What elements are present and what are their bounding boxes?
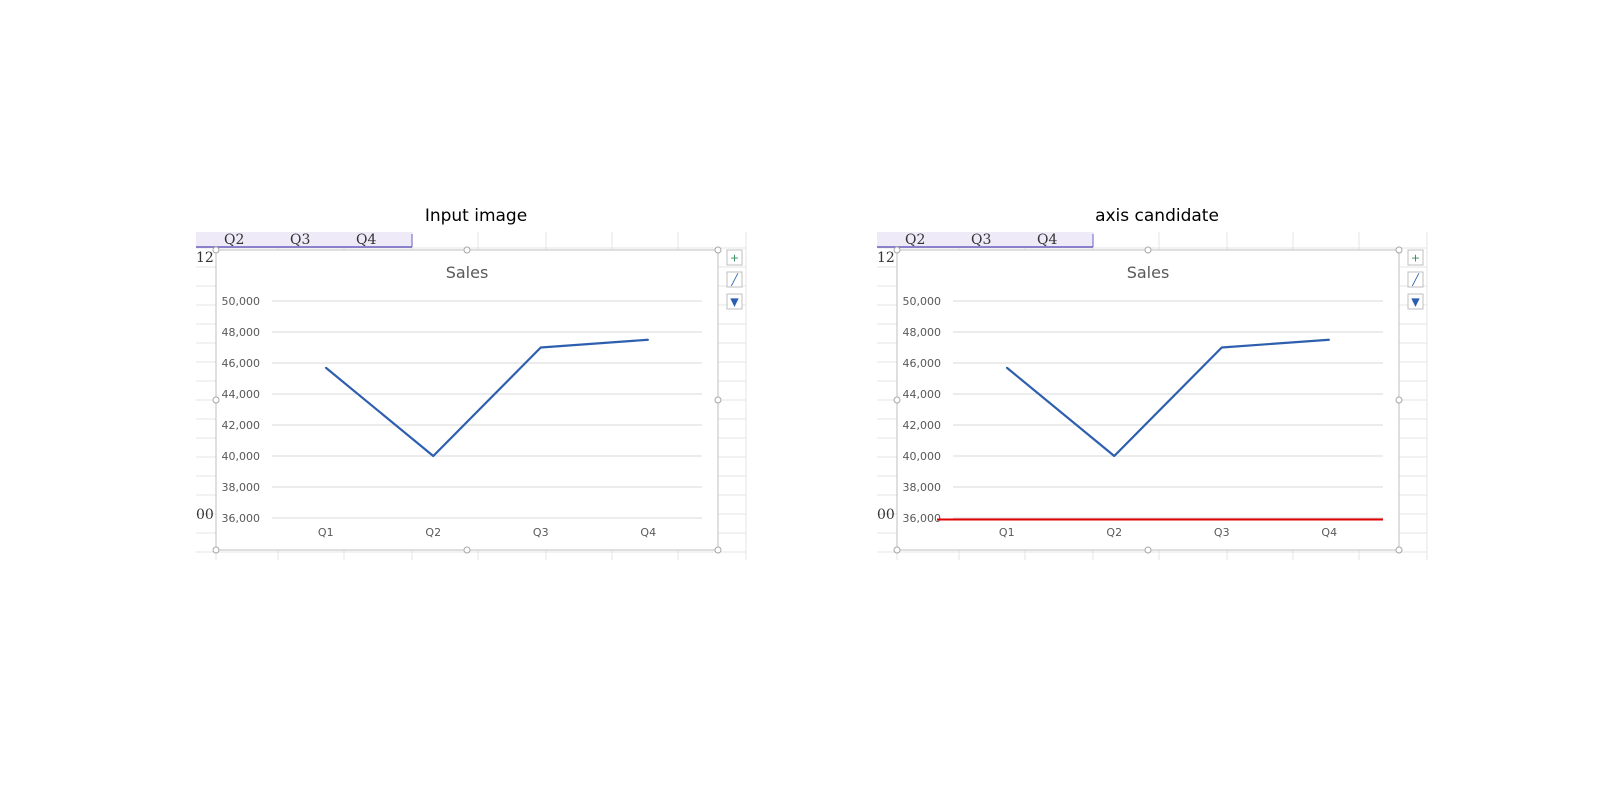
add-chart-element-icon-glyph: + (1411, 252, 1420, 265)
x-tick-label: Q2 (425, 526, 441, 539)
chart-filter-icon-glyph: ▼ (730, 296, 739, 309)
chart-styles-icon[interactable]: ╱ (1407, 271, 1424, 288)
y-tick-label: 40,000 (903, 450, 942, 463)
chart-filter-icon[interactable]: ▼ (1407, 293, 1424, 310)
row-label: 12 (877, 250, 895, 266)
chart-area (896, 249, 1400, 551)
y-tick-label: 48,000 (222, 326, 261, 339)
resize-handle (1144, 246, 1152, 254)
data-point (1113, 455, 1116, 457)
resize-handle (212, 246, 220, 254)
chart-button-frame (1407, 271, 1424, 288)
panel-input-image: Input image Q2 Q3 Q4 12 00 + ╱ ▼ Sales 36,000 38,0… (196, 200, 756, 580)
chart-svg: Q2 Q3 Q4 12 00 + ╱ ▼ Sales 36,000 38,000 40,000 42,0… (196, 232, 747, 560)
spreadsheet-screenshot: Q2 Q3 Q4 12 00 + ╱ ▼ Sales 36,000 38,000 40,000 42,0… (877, 230, 1437, 570)
y-tick-label: 36,000 (222, 512, 261, 525)
resize-handle (893, 246, 901, 254)
add-chart-element-icon[interactable]: + (1407, 249, 1424, 266)
resize-handle (463, 246, 471, 254)
chart-button-frame (726, 293, 743, 310)
row-label: 00 (196, 507, 214, 523)
panel-title: Input image (424, 206, 528, 226)
y-tick-label: 38,000 (903, 481, 942, 494)
chart-filter-icon[interactable]: ▼ (726, 293, 743, 310)
spreadsheet-screenshot: Q2 Q3 Q4 12 00 + ╱ ▼ Sales 36,000 38,000 40,000 42,0… (196, 230, 756, 570)
chart-button-frame (1407, 293, 1424, 310)
header-cell-label: Q4 (1037, 232, 1057, 248)
resize-handle (1395, 396, 1403, 404)
y-tick-label: 42,000 (903, 419, 942, 432)
chart-filter-icon-glyph: ▼ (1411, 296, 1420, 309)
chart-button-frame (726, 249, 743, 266)
y-tick-label: 46,000 (903, 357, 942, 370)
resize-handle (463, 546, 471, 554)
chart-styles-icon[interactable]: ╱ (726, 271, 743, 288)
y-tick-label: 50,000 (222, 295, 261, 308)
resize-handle (893, 396, 901, 404)
data-point (647, 338, 650, 341)
x-tick-label: Q3 (533, 526, 549, 539)
resize-handle (714, 246, 722, 254)
chart-styles-icon-glyph: ╱ (730, 273, 739, 287)
resize-handle (893, 546, 901, 554)
y-tick-label: 42,000 (222, 419, 261, 432)
resize-handle (714, 546, 722, 554)
resize-handle (212, 546, 220, 554)
header-cell-label: Q4 (356, 232, 376, 248)
resize-handle (714, 396, 722, 404)
y-tick-label: 46,000 (222, 357, 261, 370)
chart-area (215, 249, 719, 551)
x-tick-label: Q1 (318, 526, 334, 539)
resize-handle (1395, 246, 1403, 254)
data-point (432, 455, 435, 457)
x-tick-label: Q2 (1106, 526, 1122, 539)
x-tick-label: Q1 (999, 526, 1015, 539)
header-cell-label: Q2 (905, 232, 925, 248)
add-chart-element-icon-glyph: + (730, 252, 739, 265)
panel-axis-candidate: axis candidate Q2 Q3 Q4 12 00 + ╱ ▼ Sales 36,000 3… (877, 200, 1437, 580)
data-point (539, 346, 542, 349)
series-line (325, 338, 649, 458)
row-label: 12 (196, 250, 214, 266)
resize-handle (1144, 546, 1152, 554)
add-chart-element-icon[interactable]: + (726, 249, 743, 266)
y-tick-label: 50,000 (903, 295, 942, 308)
data-point (324, 366, 327, 369)
y-tick-label: 36,000 (903, 512, 942, 525)
resize-handle (1395, 546, 1403, 554)
header-cell-label: Q3 (290, 232, 310, 248)
x-tick-label: Q4 (640, 526, 656, 539)
x-tick-label: Q3 (1214, 526, 1230, 539)
header-cell-label: Q3 (971, 232, 991, 248)
header-selection (877, 232, 1093, 247)
y-tick-label: 48,000 (903, 326, 942, 339)
chart-styles-icon-glyph: ╱ (1411, 273, 1420, 287)
panel-title: axis candidate (1095, 206, 1219, 226)
header-cell-label: Q2 (224, 232, 244, 248)
data-point (1220, 346, 1223, 349)
chart-button-frame (726, 271, 743, 288)
row-label: 00 (877, 507, 895, 523)
data-point (1005, 366, 1008, 369)
y-tick-label: 38,000 (222, 481, 261, 494)
resize-handle (212, 396, 220, 404)
chart-title: Sales (446, 263, 489, 282)
chart-title: Sales (1127, 263, 1170, 282)
series-line (1006, 338, 1330, 458)
y-tick-label: 44,000 (222, 388, 261, 401)
data-point (1328, 338, 1331, 341)
chart-button-frame (1407, 249, 1424, 266)
header-selection (196, 232, 412, 247)
x-tick-label: Q4 (1321, 526, 1337, 539)
chart-svg: Q2 Q3 Q4 12 00 + ╱ ▼ Sales 36,000 38,000 40,000 42,0… (877, 232, 1428, 560)
y-tick-label: 44,000 (903, 388, 942, 401)
y-tick-label: 40,000 (222, 450, 261, 463)
